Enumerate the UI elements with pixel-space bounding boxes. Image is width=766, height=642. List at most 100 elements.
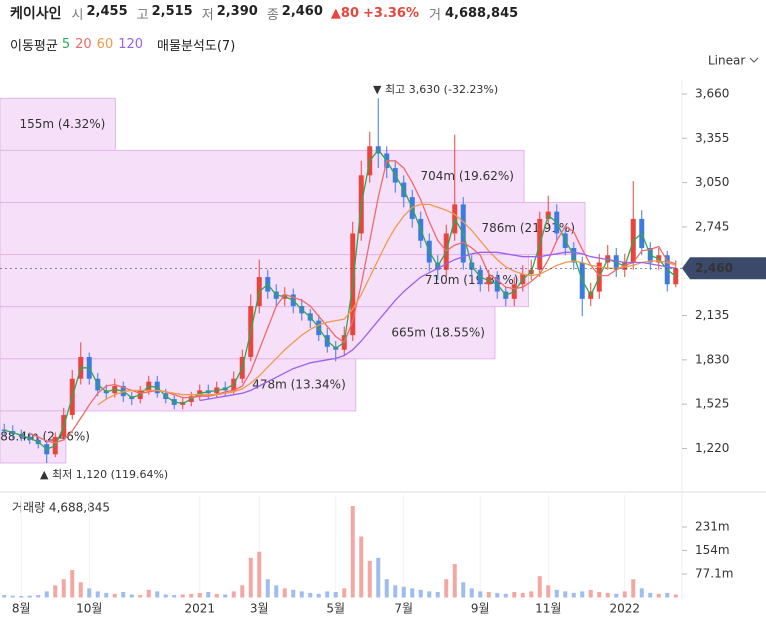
y-tick-label: 231m	[695, 520, 730, 534]
volume-bar	[146, 589, 151, 598]
profile-label: 88.4m (2.46%)	[0, 429, 90, 443]
volume-bar	[495, 592, 500, 598]
volume-bar	[478, 591, 483, 598]
volume-bar	[393, 585, 398, 598]
y-tick-label: 1,830	[695, 352, 729, 366]
candle-body	[1, 429, 7, 432]
volume-bar	[129, 594, 134, 598]
x-tick-label: 9월	[471, 602, 490, 616]
ma-legend: 5 20 60 120	[62, 37, 143, 52]
x-tick-label: 8월	[12, 602, 31, 616]
volume-bar	[546, 585, 551, 598]
profile-label: 478m (13.34%)	[252, 377, 346, 391]
volume-bar	[418, 589, 423, 598]
volume-bar	[10, 595, 15, 598]
volume-bar	[36, 595, 41, 598]
volume-bar	[639, 588, 644, 598]
volume-bar	[299, 591, 304, 598]
y-tick-label: 3,355	[695, 131, 729, 145]
volume-bar	[673, 594, 678, 598]
volume-bar	[291, 589, 296, 598]
volume-bar	[444, 579, 449, 598]
volume-bar	[19, 595, 24, 598]
volume-bar	[520, 592, 525, 598]
volume-bar	[180, 594, 185, 598]
ma-title[interactable]: 이동평균	[10, 38, 58, 54]
profile-label: 665m (18.55%)	[391, 325, 485, 339]
ma-line	[199, 251, 676, 402]
x-tick-label: 7월	[394, 602, 413, 616]
profile-bar	[0, 254, 529, 308]
ma-line	[4, 148, 677, 450]
scale-selector[interactable]: Linear	[708, 54, 745, 68]
volume-bar	[367, 560, 372, 598]
volume-bar	[274, 585, 279, 598]
volume-bar	[163, 594, 168, 598]
x-tick-label: 5월	[326, 602, 345, 616]
chevron[interactable]	[749, 57, 759, 63]
volume-bar	[665, 592, 670, 598]
volume-bar	[427, 591, 432, 598]
volume-bar	[53, 585, 58, 598]
y-tick-label: 3,660	[695, 86, 729, 100]
volume-bar	[554, 589, 559, 598]
current-price-badge	[682, 257, 766, 280]
field-value: 2,390	[216, 3, 258, 19]
volume-bar	[614, 593, 619, 598]
x-tick-label: 2021	[184, 602, 215, 616]
field-label: 고	[136, 7, 149, 23]
profile-label: 786m (21.91%)	[481, 221, 575, 235]
field-label: 종	[266, 7, 279, 23]
volume-bar	[461, 582, 466, 598]
volume-bar	[512, 592, 517, 598]
volume-bar	[571, 592, 576, 598]
field-value: 2,460	[281, 3, 323, 19]
volume-bar	[61, 579, 66, 598]
y-tick-label: 1,220	[695, 441, 729, 455]
max-annotation: ▼ 최고 3,630 (-32.23%)	[373, 83, 498, 96]
indicator-bar: 이동평균 5 20 60 120 매물분석도(7)	[10, 34, 235, 54]
current-price-label: 2,460	[695, 261, 733, 275]
profile-bar	[0, 149, 525, 204]
volume-bar	[112, 593, 117, 598]
volume-bar	[189, 593, 194, 598]
volume-bar	[138, 595, 143, 598]
volume-bar	[231, 591, 236, 598]
x-tick-label: 3월	[250, 602, 269, 616]
volume-bar	[248, 557, 253, 598]
profile-label[interactable]: 매물분석도(7)	[157, 38, 236, 54]
volume-label: 거	[429, 7, 441, 23]
price-fields: 시 2,455 고 2,515 저 2,390 종 2,460	[66, 4, 323, 23]
volume-bar	[87, 588, 92, 598]
profile-bar	[0, 97, 116, 151]
volume-bar	[359, 536, 364, 598]
legend-entry: 20	[75, 36, 92, 52]
volume-bar	[631, 579, 636, 598]
volume-bar	[486, 592, 491, 598]
volume-bar	[121, 592, 126, 598]
volume-bar	[563, 591, 568, 598]
volume-bar	[214, 593, 219, 598]
profile-label: 155m (4.32%)	[19, 117, 105, 131]
volume-bar	[155, 591, 160, 598]
min-annotation: ▲ 최저 1,120 (119.64%)	[40, 468, 168, 481]
y-tick-label: 3,050	[695, 175, 729, 189]
volume-bar	[469, 588, 474, 598]
legend-entry: 120	[118, 36, 144, 52]
field-label: 시	[71, 7, 84, 23]
volume-bar	[656, 593, 661, 598]
volume-bar	[257, 551, 262, 598]
legend-entry: 60	[96, 36, 114, 52]
change: ▲80	[330, 5, 359, 21]
y-tick-label: 77.1m	[695, 566, 733, 580]
y-tick-label: 2,745	[695, 219, 729, 233]
volume-bar	[197, 592, 202, 598]
volume-bar	[308, 592, 313, 598]
volume-bar	[172, 595, 177, 598]
volume-bar	[503, 593, 508, 598]
y-tick-label: 2,135	[695, 308, 729, 322]
volume-bar	[342, 588, 347, 598]
volume-bar	[605, 592, 610, 598]
volume-bar	[282, 588, 287, 598]
